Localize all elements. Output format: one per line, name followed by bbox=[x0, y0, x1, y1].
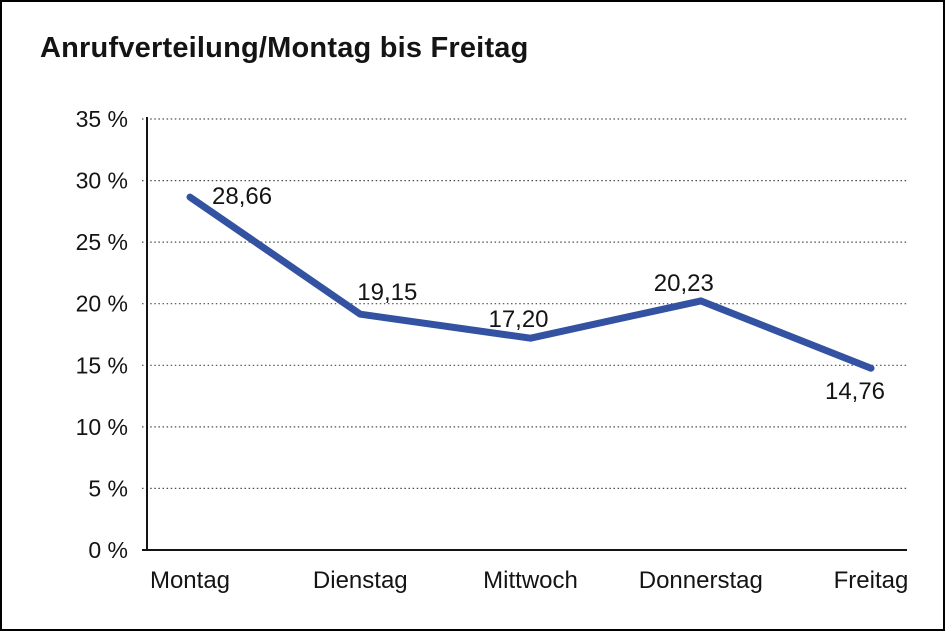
x-category-label: Montag bbox=[150, 567, 230, 594]
x-category-label: Mittwoch bbox=[483, 567, 578, 594]
y-tick-label: 10 % bbox=[76, 414, 128, 440]
y-tick-label: 20 % bbox=[76, 291, 128, 317]
x-category-label: Donnerstag bbox=[639, 567, 763, 594]
data-label: 20,23 bbox=[654, 270, 714, 297]
y-tick-label: 35 % bbox=[76, 106, 128, 132]
data-label: 14,76 bbox=[825, 378, 885, 405]
y-tick-label: 15 % bbox=[76, 352, 128, 378]
chart-title: Anrufverteilung/Montag bis Freitag bbox=[40, 32, 529, 64]
x-category-label: Dienstag bbox=[313, 567, 408, 594]
series-line bbox=[186, 193, 875, 372]
x-category-label: Freitag bbox=[834, 567, 909, 594]
y-tick-label: 25 % bbox=[76, 229, 128, 255]
y-tick-label: 5 % bbox=[88, 475, 128, 501]
y-tick-label: 0 % bbox=[88, 537, 128, 563]
y-tick-label: 30 % bbox=[76, 168, 128, 194]
data-label: 28,66 bbox=[212, 183, 272, 210]
data-label: 17,20 bbox=[488, 306, 548, 333]
data-label: 19,15 bbox=[357, 279, 417, 306]
